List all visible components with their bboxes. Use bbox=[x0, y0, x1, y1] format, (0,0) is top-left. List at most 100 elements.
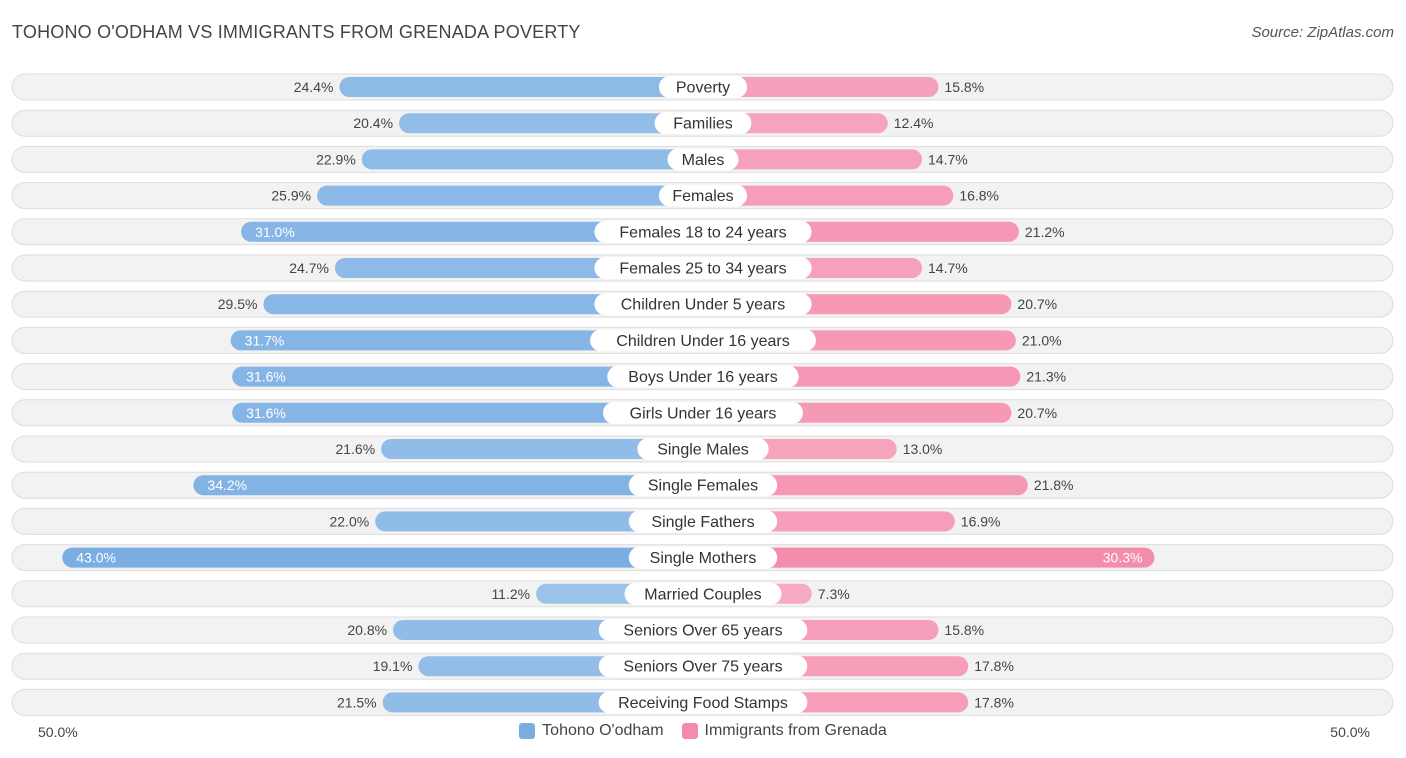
category-pill bbox=[667, 148, 739, 171]
legend-label-left: Tohono O'odham bbox=[542, 722, 664, 739]
bar-left bbox=[241, 221, 703, 242]
value-label-left: 31.7% bbox=[245, 332, 285, 348]
value-label-left: 11.2% bbox=[491, 586, 530, 602]
category-pill bbox=[628, 546, 778, 569]
legend: Tohono O'odham Immigrants from Grenada bbox=[0, 722, 1406, 740]
value-label-right: 21.0% bbox=[1022, 332, 1062, 348]
legend-swatch-right bbox=[681, 723, 698, 739]
category-label: Children Under 5 years bbox=[621, 297, 786, 314]
category-pill bbox=[658, 184, 748, 207]
category-label: Seniors Over 65 years bbox=[623, 623, 782, 640]
category-label: Girls Under 16 years bbox=[630, 405, 777, 422]
category-label: Poverty bbox=[676, 80, 730, 97]
category-label: Boys Under 16 years bbox=[628, 369, 777, 386]
category-pill bbox=[637, 438, 769, 460]
value-label-right: 17.8% bbox=[974, 694, 1014, 710]
value-label-left: 29.5% bbox=[218, 296, 258, 312]
bar-left bbox=[339, 77, 703, 97]
value-label-left: 20.8% bbox=[347, 622, 387, 638]
legend-label-right: Immigrants from Grenada bbox=[704, 722, 887, 739]
value-label-left: 31.6% bbox=[246, 405, 286, 421]
category-label: Single Males bbox=[657, 442, 749, 459]
bar-right bbox=[703, 475, 1028, 496]
category-pill bbox=[628, 474, 778, 497]
bar-left bbox=[230, 330, 704, 351]
category-pill bbox=[594, 257, 812, 279]
value-label-right: 13.0% bbox=[903, 441, 943, 457]
value-label-left: 34.2% bbox=[207, 477, 247, 493]
category-pill bbox=[624, 582, 782, 605]
source-attribution: Source: ZipAtlas.com bbox=[1251, 24, 1394, 41]
value-label-right: 15.8% bbox=[944, 79, 984, 95]
axis-left-label: 50.0% bbox=[38, 724, 78, 740]
value-label-right: 16.9% bbox=[961, 513, 1001, 529]
category-label: Single Females bbox=[648, 478, 758, 495]
value-label-right: 20.7% bbox=[1017, 405, 1057, 421]
value-label-left: 22.0% bbox=[329, 513, 369, 529]
value-label-right: 12.4% bbox=[894, 115, 934, 131]
value-label-right: 14.7% bbox=[928, 260, 968, 276]
value-label-left: 31.6% bbox=[246, 369, 286, 385]
category-label: Females 18 to 24 years bbox=[619, 224, 786, 241]
bar-left bbox=[193, 475, 704, 496]
value-label-right: 30.3% bbox=[1103, 550, 1143, 566]
value-label-right: 16.8% bbox=[959, 188, 999, 204]
value-label-left: 21.5% bbox=[337, 694, 377, 710]
value-label-left: 21.6% bbox=[335, 441, 375, 457]
category-pill bbox=[628, 510, 778, 533]
value-label-right: 15.8% bbox=[944, 622, 984, 638]
category-label: Receiving Food Stamps bbox=[618, 695, 788, 712]
category-pill bbox=[598, 655, 808, 678]
category-pill bbox=[658, 76, 748, 98]
value-label-right: 21.2% bbox=[1025, 224, 1065, 240]
legend-item-right[interactable]: Immigrants from Grenada bbox=[681, 722, 887, 740]
bar-right bbox=[703, 149, 923, 170]
legend-swatch-left bbox=[519, 723, 536, 739]
bar-right bbox=[703, 185, 954, 206]
category-pill bbox=[607, 365, 799, 388]
value-label-right: 7.3% bbox=[818, 586, 850, 602]
value-label-left: 25.9% bbox=[271, 188, 311, 204]
category-pill bbox=[654, 112, 752, 135]
category-pill bbox=[594, 220, 812, 243]
value-label-right: 21.8% bbox=[1034, 477, 1074, 493]
value-label-left: 22.9% bbox=[316, 151, 356, 167]
bar-left bbox=[381, 439, 703, 459]
category-label: Females bbox=[672, 188, 733, 205]
category-pill bbox=[590, 329, 816, 352]
value-label-right: 21.3% bbox=[1026, 369, 1066, 385]
bar-right bbox=[703, 547, 1155, 568]
value-label-right: 20.7% bbox=[1017, 296, 1057, 312]
value-label-right: 17.8% bbox=[974, 658, 1014, 674]
bar-left bbox=[399, 113, 703, 134]
category-label: Seniors Over 75 years bbox=[623, 659, 782, 676]
category-label: Single Mothers bbox=[650, 550, 757, 567]
bar-left bbox=[232, 366, 703, 387]
category-pill bbox=[594, 293, 812, 316]
bar-left bbox=[232, 402, 703, 423]
value-label-left: 24.7% bbox=[289, 260, 329, 276]
bar-left bbox=[361, 149, 703, 170]
category-label: Married Couples bbox=[644, 586, 761, 603]
value-label-left: 20.4% bbox=[353, 115, 393, 131]
value-label-left: 24.4% bbox=[294, 79, 334, 95]
category-label: Females 25 to 34 years bbox=[619, 261, 786, 278]
axis-right-label: 50.0% bbox=[1330, 724, 1370, 740]
value-label-left: 43.0% bbox=[76, 550, 116, 566]
value-label-left: 31.0% bbox=[255, 224, 295, 240]
bar-left bbox=[317, 185, 703, 206]
value-label-right: 14.7% bbox=[928, 151, 968, 167]
bar-left bbox=[62, 547, 704, 568]
bar-left bbox=[263, 294, 703, 315]
value-label-left: 19.1% bbox=[373, 658, 413, 674]
category-pill bbox=[598, 619, 808, 641]
bar-right bbox=[703, 77, 939, 97]
category-pill bbox=[603, 401, 803, 424]
bar-left bbox=[375, 511, 703, 532]
legend-item-left[interactable]: Tohono O'odham bbox=[519, 722, 664, 740]
category-label: Males bbox=[682, 152, 725, 169]
category-pill bbox=[598, 691, 808, 714]
chart-title: TOHONO O'ODHAM VS IMMIGRANTS FROM GRENAD… bbox=[12, 22, 581, 42]
category-label: Children Under 16 years bbox=[616, 333, 789, 350]
category-label: Single Fathers bbox=[651, 514, 754, 531]
